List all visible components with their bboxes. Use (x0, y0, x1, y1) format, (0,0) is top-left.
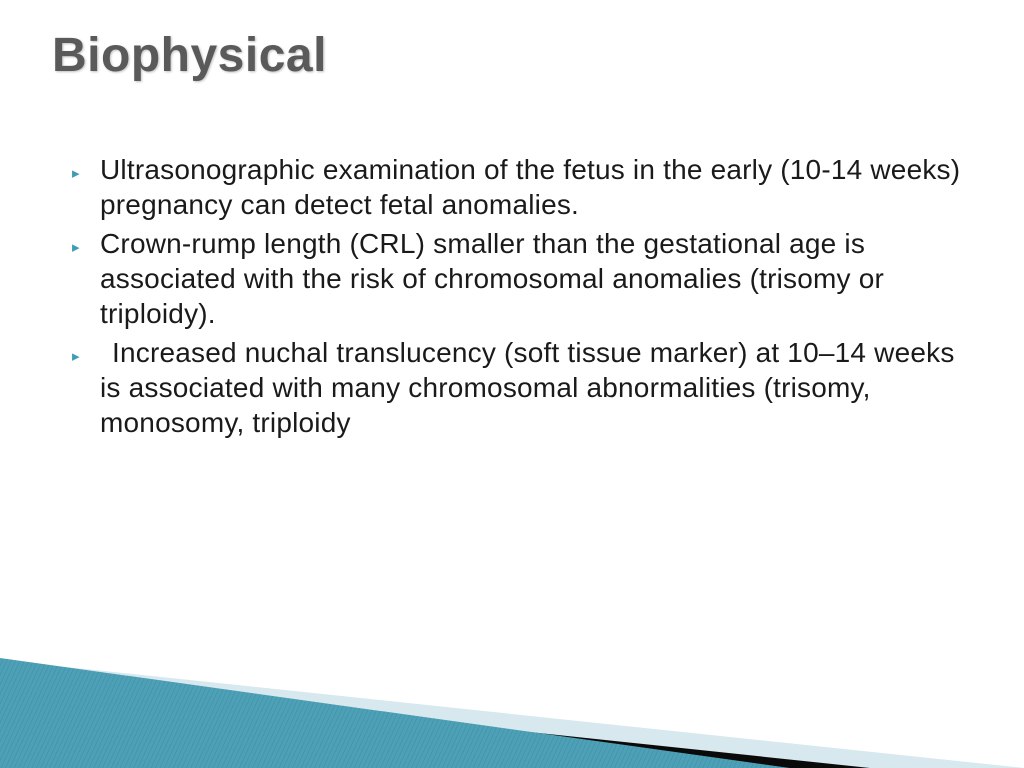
bullet-text: Increased nuchal translucency (soft tiss… (100, 335, 964, 440)
decor-triangle-teal (0, 618, 1024, 768)
slide-body: ▸ Ultrasonographic examination of the fe… (72, 152, 964, 444)
bullet-marker-icon: ▸ (72, 152, 100, 182)
bullet-item: ▸ Crown-rump length (CRL) smaller than t… (72, 226, 964, 331)
slide-title: Biophysical (52, 28, 327, 83)
bullet-marker-icon: ▸ (72, 335, 100, 365)
slide: Biophysical ▸ Ultrasonographic examinati… (0, 0, 1024, 768)
bullet-item: ▸ Increased nuchal translucency (soft ti… (72, 335, 964, 440)
bullet-marker-icon: ▸ (72, 226, 100, 256)
bullet-text: Ultrasonographic examination of the fetu… (100, 152, 964, 222)
bullet-text: Crown-rump length (CRL) smaller than the… (100, 226, 964, 331)
bullet-item: ▸ Ultrasonographic examination of the fe… (72, 152, 964, 222)
